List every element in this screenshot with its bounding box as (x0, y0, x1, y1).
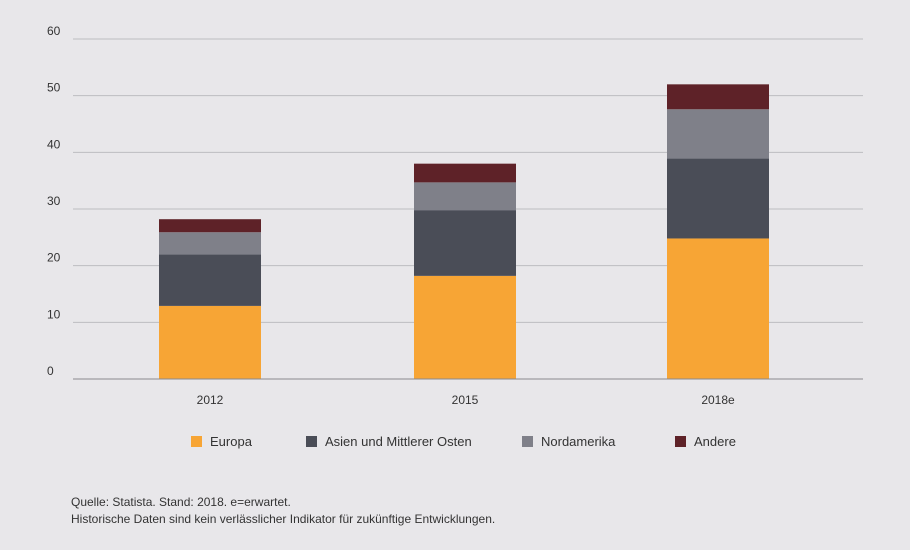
y-tick-label-40: 40 (47, 137, 61, 151)
legend-item-asien: Asien und Mittlerer Osten (306, 434, 472, 449)
bar-segment-2012-1 (159, 254, 261, 306)
legend-swatch-andere (675, 436, 686, 447)
x-tick-label-2015: 2015 (452, 393, 479, 407)
bar-segment-2012-0 (159, 305, 261, 379)
chart-legend: Europa Asien und Mittlerer Osten Nordame… (0, 434, 910, 454)
source-note: Quelle: Statista. Stand: 2018. e=erwarte… (71, 494, 495, 528)
source-line-1: Quelle: Statista. Stand: 2018. e=erwarte… (71, 495, 291, 509)
legend-label-andere: Andere (694, 434, 736, 449)
legend-label-nordamerika: Nordamerika (541, 434, 616, 449)
legend-item-europa: Europa (191, 434, 252, 449)
x-tick-label-2018e: 2018e (701, 393, 735, 407)
bar-segment-2015-0 (414, 275, 516, 379)
bar-segment-2012-2 (159, 232, 261, 255)
legend-item-nordamerika: Nordamerika (522, 434, 615, 449)
source-line-2: Historische Daten sind kein verlässliche… (71, 512, 496, 526)
bar-segment-2018e-1 (667, 158, 769, 239)
legend-swatch-asien (306, 436, 317, 447)
bar-segment-2015-1 (414, 210, 516, 276)
legend-item-andere: Andere (675, 434, 736, 449)
legend-swatch-europa (191, 436, 202, 447)
stacked-bar-chart: 0 10 20 30 40 50 60 2012 2015 2018e (47, 24, 863, 407)
bar-segment-2018e-0 (667, 238, 769, 379)
y-tick-label-60: 60 (47, 24, 61, 38)
y-tick-label-20: 20 (47, 251, 61, 265)
y-tick-label-50: 50 (47, 81, 61, 95)
legend-label-europa: Europa (210, 434, 252, 449)
x-tick-label-2012: 2012 (197, 393, 224, 407)
y-tick-label-10: 10 (47, 307, 61, 321)
y-tick-label-0: 0 (47, 364, 54, 378)
legend-label-asien: Asien und Mittlerer Osten (325, 434, 472, 449)
legend-swatch-nordamerika (522, 436, 533, 447)
y-tick-label-30: 30 (47, 194, 61, 208)
bar-segment-2018e-3 (667, 84, 769, 110)
bar-segment-2015-2 (414, 182, 516, 211)
bar-segment-2018e-2 (667, 109, 769, 159)
bar-segment-2015-3 (414, 163, 516, 183)
bar-segment-2012-3 (159, 219, 261, 233)
